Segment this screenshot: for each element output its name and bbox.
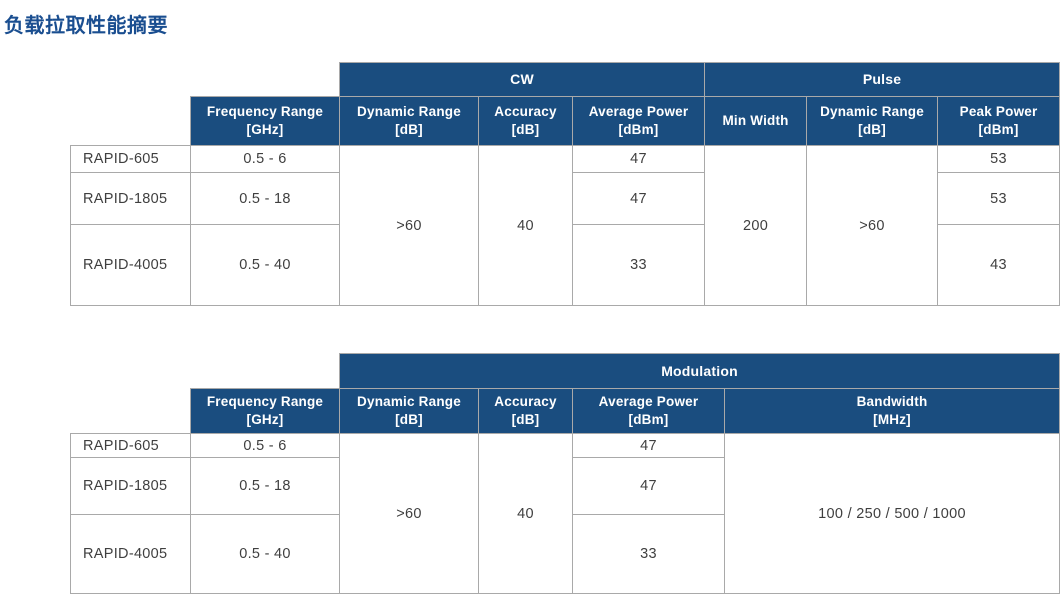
modulation-spec-table: Modulation Frequency Range [GHz] Dynamic… — [70, 353, 1061, 594]
accuracy-merged-cell: 40 — [478, 433, 573, 594]
cw-average-power-cell: 33 — [571, 224, 706, 306]
average-power-cell: 47 — [572, 433, 725, 458]
col-header-unit: [dB] — [511, 122, 540, 137]
column-header-row: Frequency Range [GHz] Dynamic Range [dB]… — [71, 388, 1061, 434]
pulse-peak-power-cell: 53 — [937, 145, 1061, 173]
frequency-range-cell: 0.5 - 18 — [190, 457, 340, 515]
col-header-frequency-range: Frequency Range [GHz] — [190, 388, 340, 434]
col-header-unit: [dBm] — [978, 122, 1019, 137]
col-header-cw-accuracy: Accuracy [dB] — [478, 96, 573, 146]
col-header-unit: [dBm] — [618, 122, 659, 137]
group-header-pulse: Pulse — [704, 62, 1061, 97]
average-power-cell: 47 — [572, 457, 725, 515]
col-header-unit: [GHz] — [246, 412, 284, 427]
spacer-cell — [71, 389, 191, 434]
bandwidth-merged-cell: 100 / 250 / 500 / 1000 — [723, 433, 1061, 594]
col-header-pulse-peak-power: Peak Power [dBm] — [937, 96, 1061, 146]
model-cell: RAPID-605 — [70, 145, 191, 173]
frequency-range-cell: 0.5 - 40 — [190, 514, 340, 594]
dynamic-range-merged-cell: >60 — [339, 433, 479, 594]
table-row: RAPID-1805 0.5 - 18 47 53 — [70, 172, 1061, 225]
cw-accuracy-merged-cell: 40 — [478, 145, 573, 306]
col-header-dynamic-range: Dynamic Range [dB] — [339, 388, 479, 434]
model-cell: RAPID-1805 — [70, 457, 191, 515]
col-header-label: Frequency Range — [206, 394, 324, 410]
col-header-label: Frequency Range — [206, 104, 324, 120]
col-header-label: Dynamic Range — [357, 394, 461, 410]
column-header-row: Frequency Range [GHz] Dynamic Range [dB]… — [71, 96, 1061, 146]
table-row: RAPID-4005 0.5 - 40 33 — [70, 514, 1060, 594]
col-header-label: Dynamic Range — [357, 104, 461, 120]
col-header-label: Average Power — [588, 104, 689, 120]
spacer-cell — [71, 63, 340, 97]
cw-dynamic-range-merged-cell: >60 — [339, 145, 479, 306]
frequency-range-cell: 0.5 - 18 — [190, 172, 340, 225]
col-header-label: Min Width — [722, 113, 789, 129]
model-cell: RAPID-1805 — [70, 172, 191, 225]
table-row: RAPID-605 0.5 - 6 >60 40 47 100 / 250 / … — [70, 433, 1061, 594]
spacer-cell — [71, 97, 191, 146]
col-header-unit: [dB] — [395, 122, 423, 137]
table-row: RAPID-4005 0.5 - 40 33 43 — [70, 224, 1061, 306]
col-header-pulse-min-width: Min Width — [704, 96, 808, 146]
model-cell: RAPID-605 — [70, 433, 191, 458]
col-header-unit: [GHz] — [246, 122, 284, 137]
col-header-label: Accuracy — [494, 104, 557, 120]
frequency-range-cell: 0.5 - 6 — [190, 433, 340, 458]
group-header-modulation: Modulation — [338, 353, 1061, 389]
frequency-range-cell: 0.5 - 40 — [190, 224, 340, 306]
col-header-unit: [dBm] — [628, 412, 669, 427]
col-header-bandwidth: Bandwidth [MHz] — [723, 388, 1061, 434]
col-header-cw-dynamic-range: Dynamic Range [dB] — [339, 96, 479, 146]
col-header-average-power: Average Power [dBm] — [572, 388, 725, 434]
table-row: RAPID-605 0.5 - 6 >60 40 47 200 >60 53 — [70, 145, 1061, 306]
group-header-row: Modulation — [71, 353, 1061, 389]
pulse-min-width-merged-cell: 200 — [704, 145, 808, 306]
col-header-label: Bandwidth — [856, 394, 928, 410]
pulse-peak-power-cell: 53 — [937, 172, 1061, 225]
cw-pulse-spec-table: CW Pulse Frequency Range [GHz] Dynamic R… — [70, 62, 1061, 306]
spacer-cell — [71, 354, 340, 389]
col-header-unit: [dB] — [395, 412, 423, 427]
col-header-cw-average-power: Average Power [dBm] — [571, 96, 706, 146]
col-header-label: Accuracy — [494, 394, 557, 410]
average-power-cell: 33 — [572, 514, 725, 594]
pulse-peak-power-cell: 43 — [937, 224, 1061, 306]
model-cell: RAPID-4005 — [70, 224, 191, 306]
col-header-pulse-dynamic-range: Dynamic Range [dB] — [806, 96, 939, 146]
col-header-frequency-range: Frequency Range [GHz] — [190, 96, 340, 146]
col-header-unit: [dB] — [858, 122, 886, 137]
col-header-unit: [MHz] — [873, 412, 911, 427]
col-header-label: Average Power — [598, 394, 699, 410]
cw-average-power-cell: 47 — [571, 172, 706, 225]
col-header-unit: [dB] — [511, 412, 540, 427]
group-header-row: CW Pulse — [71, 62, 1061, 97]
table-row: RAPID-1805 0.5 - 18 47 — [70, 457, 1060, 515]
group-header-cw: CW — [338, 62, 706, 97]
cw-average-power-cell: 47 — [571, 145, 706, 173]
col-header-accuracy: Accuracy [dB] — [478, 388, 573, 434]
col-header-label: Dynamic Range — [820, 104, 924, 120]
col-header-label: Peak Power — [959, 104, 1038, 120]
pulse-dynamic-range-merged-cell: >60 — [806, 145, 939, 306]
model-cell: RAPID-4005 — [70, 514, 191, 594]
frequency-range-cell: 0.5 - 6 — [190, 145, 340, 173]
page-title: 负载拉取性能摘要 — [4, 15, 168, 37]
